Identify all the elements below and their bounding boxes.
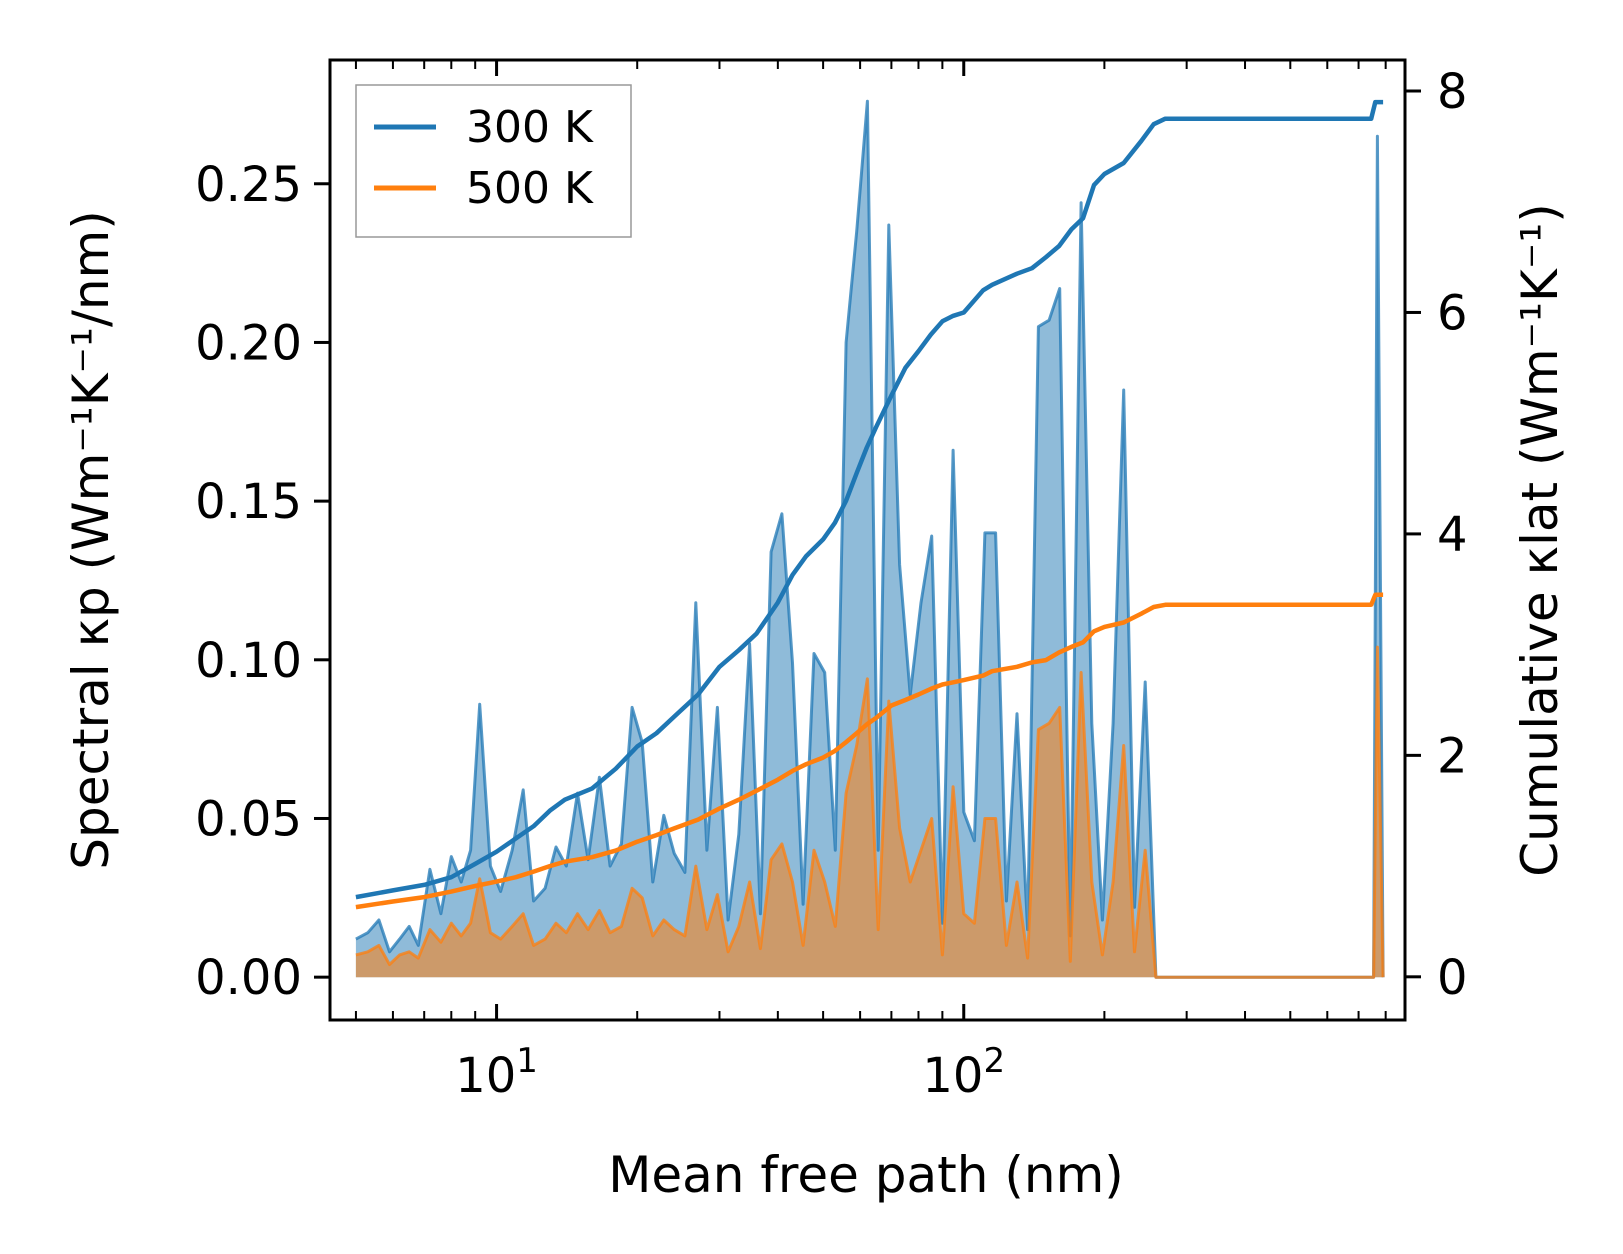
y-left-tick-label: 0.25 — [195, 157, 302, 213]
x-tick-label: 101 — [455, 1041, 538, 1104]
y-right-tick-label: 4 — [1437, 507, 1468, 563]
y-right-tick-label: 6 — [1437, 285, 1468, 341]
legend-label-300k: 300 K — [466, 102, 594, 153]
y-left-tick-label: 0.10 — [195, 633, 302, 689]
legend: 300 K 500 K — [355, 84, 632, 238]
line-layer — [355, 99, 1384, 910]
cumulative-line-300k — [355, 99, 1384, 900]
spectral-line-500k — [355, 645, 1385, 979]
spectral-area-500k — [355, 647, 1384, 978]
y-axis-title-left: Spectral κp (Wm⁻¹K⁻¹/nm) — [62, 210, 120, 869]
cumulative-line-500k — [355, 592, 1384, 910]
plot-frame — [328, 58, 1407, 1022]
y-right-tick-label: 8 — [1437, 64, 1468, 120]
legend-label-500k: 500 K — [466, 163, 594, 214]
legend-box — [355, 84, 632, 238]
y-right-tick-label: 2 — [1437, 728, 1468, 784]
tick-layer: 101 102 0.00 0.05 0.10 0.15 0.20 0.25 0 2 4 6 8 — [195, 60, 1468, 1104]
y-left-tick-label: 0.05 — [195, 791, 302, 847]
spectral-area-300k — [355, 101, 1384, 978]
x-tick-label: 102 — [922, 1041, 1005, 1104]
y-left-tick-label: 0.20 — [195, 315, 302, 371]
y-left-tick-label: 0.15 — [195, 474, 302, 530]
x-axis-title: Mean free path (nm) — [608, 1146, 1124, 1204]
y-left-tick-label: 0.00 — [195, 950, 302, 1006]
y-right-tick-label: 0 — [1437, 950, 1468, 1006]
y-axis-title-right: Cumulative κlat (Wm⁻¹K⁻¹) — [1511, 203, 1569, 877]
